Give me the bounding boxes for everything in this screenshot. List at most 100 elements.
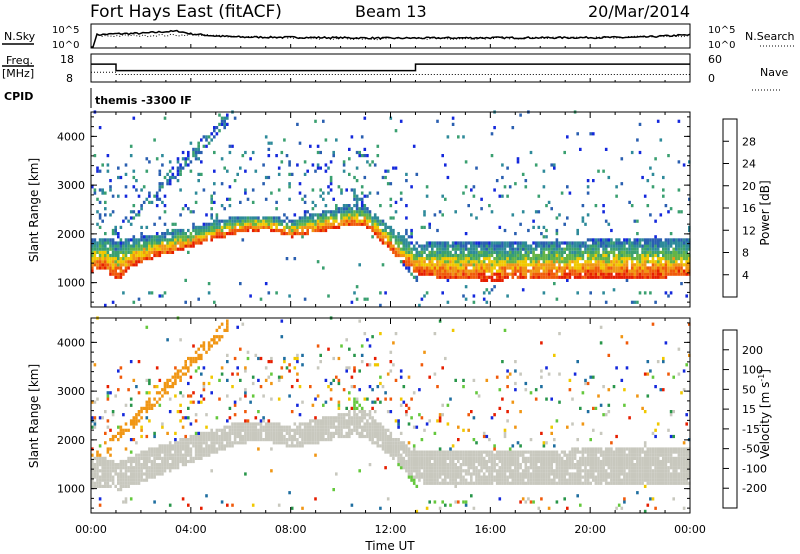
data-cell xyxy=(446,456,450,460)
data-cell xyxy=(350,188,354,192)
data-cell xyxy=(537,469,541,473)
data-cell xyxy=(181,447,185,451)
data-cell xyxy=(117,247,120,251)
data-cell xyxy=(353,413,356,417)
data-cell xyxy=(410,463,413,467)
data-cell xyxy=(454,378,457,382)
data-cell xyxy=(457,269,460,273)
data-cell xyxy=(630,253,634,258)
data-cell xyxy=(428,272,431,276)
data-cell xyxy=(542,272,546,276)
data-cell xyxy=(527,250,530,254)
data-cell xyxy=(197,447,200,451)
data-cell xyxy=(270,397,273,401)
data-cell xyxy=(340,219,343,223)
data-cell xyxy=(514,253,517,258)
data-cell xyxy=(163,291,167,295)
data-cell xyxy=(625,275,629,279)
data-cell xyxy=(171,228,175,233)
y-tick-label: 1000 xyxy=(57,277,85,290)
data-cell xyxy=(602,291,605,295)
data-cell xyxy=(415,260,419,264)
data-cell xyxy=(148,194,151,198)
data-cell xyxy=(309,419,312,423)
data-cell xyxy=(397,450,400,454)
data-cell xyxy=(98,200,102,204)
data-cell xyxy=(397,422,400,426)
data-cell xyxy=(137,257,141,261)
data-cell xyxy=(98,463,102,467)
data-cell xyxy=(220,182,224,186)
data-cell xyxy=(109,463,112,467)
data-cell xyxy=(636,250,639,254)
data-cell xyxy=(251,216,255,220)
data-cell xyxy=(106,253,110,258)
data-cell xyxy=(109,391,112,395)
data-cell xyxy=(104,266,107,270)
data-cell xyxy=(124,500,128,504)
data-cell xyxy=(654,235,657,239)
data-cell xyxy=(503,453,507,457)
data-cell xyxy=(309,422,312,426)
data-cell xyxy=(119,469,123,473)
data-cell xyxy=(573,247,577,251)
data-cell xyxy=(451,122,455,126)
data-cell xyxy=(511,469,515,473)
data-cell xyxy=(524,466,528,470)
data-cell xyxy=(485,253,489,258)
data-cell xyxy=(480,272,483,276)
data-cell xyxy=(340,344,343,348)
data-cell xyxy=(444,247,447,251)
data-cell xyxy=(360,353,364,357)
data-cell xyxy=(155,453,159,457)
data-cell xyxy=(594,204,598,208)
data-cell xyxy=(124,253,128,258)
data-cell xyxy=(348,397,351,401)
data-cell xyxy=(451,481,455,485)
data-cell xyxy=(540,466,543,470)
data-cell xyxy=(174,466,177,470)
data-cell xyxy=(288,394,291,398)
data-cell xyxy=(233,225,237,229)
data-cell xyxy=(353,213,356,217)
data-cell xyxy=(586,269,590,273)
data-cell xyxy=(444,260,447,264)
data-cell xyxy=(685,294,688,298)
data-cell xyxy=(290,225,294,229)
data-cell xyxy=(550,253,553,258)
data-cell xyxy=(475,450,478,454)
data-cell xyxy=(506,478,509,482)
data-cell xyxy=(493,250,496,254)
data-cell xyxy=(477,275,481,279)
data-cell xyxy=(363,204,367,208)
data-cell xyxy=(228,434,232,439)
data-cell xyxy=(545,463,548,467)
data-cell xyxy=(270,425,273,429)
data-cell xyxy=(467,204,470,208)
data-cell xyxy=(127,266,130,270)
data-cell xyxy=(555,238,559,242)
data-cell xyxy=(532,456,535,460)
data-cell xyxy=(493,241,496,245)
data-cell xyxy=(623,272,626,276)
data-cell xyxy=(226,328,229,332)
data-cell xyxy=(303,219,307,223)
y-tick-label: 4000 xyxy=(57,130,85,143)
data-cell xyxy=(527,456,530,460)
data-cell xyxy=(423,266,426,270)
data-cell xyxy=(498,194,502,198)
data-cell xyxy=(353,204,356,208)
data-cell xyxy=(534,453,538,457)
data-cell xyxy=(215,219,219,223)
data-cell xyxy=(316,434,320,439)
data-cell xyxy=(405,469,408,473)
data-cell xyxy=(324,416,328,420)
data-cell xyxy=(454,469,457,473)
data-cell xyxy=(197,356,200,361)
data-cell xyxy=(560,475,564,479)
data-cell xyxy=(231,144,234,148)
data-cell xyxy=(104,466,107,470)
data-cell xyxy=(251,188,255,192)
data-cell xyxy=(218,325,221,329)
data-cell xyxy=(316,394,320,398)
